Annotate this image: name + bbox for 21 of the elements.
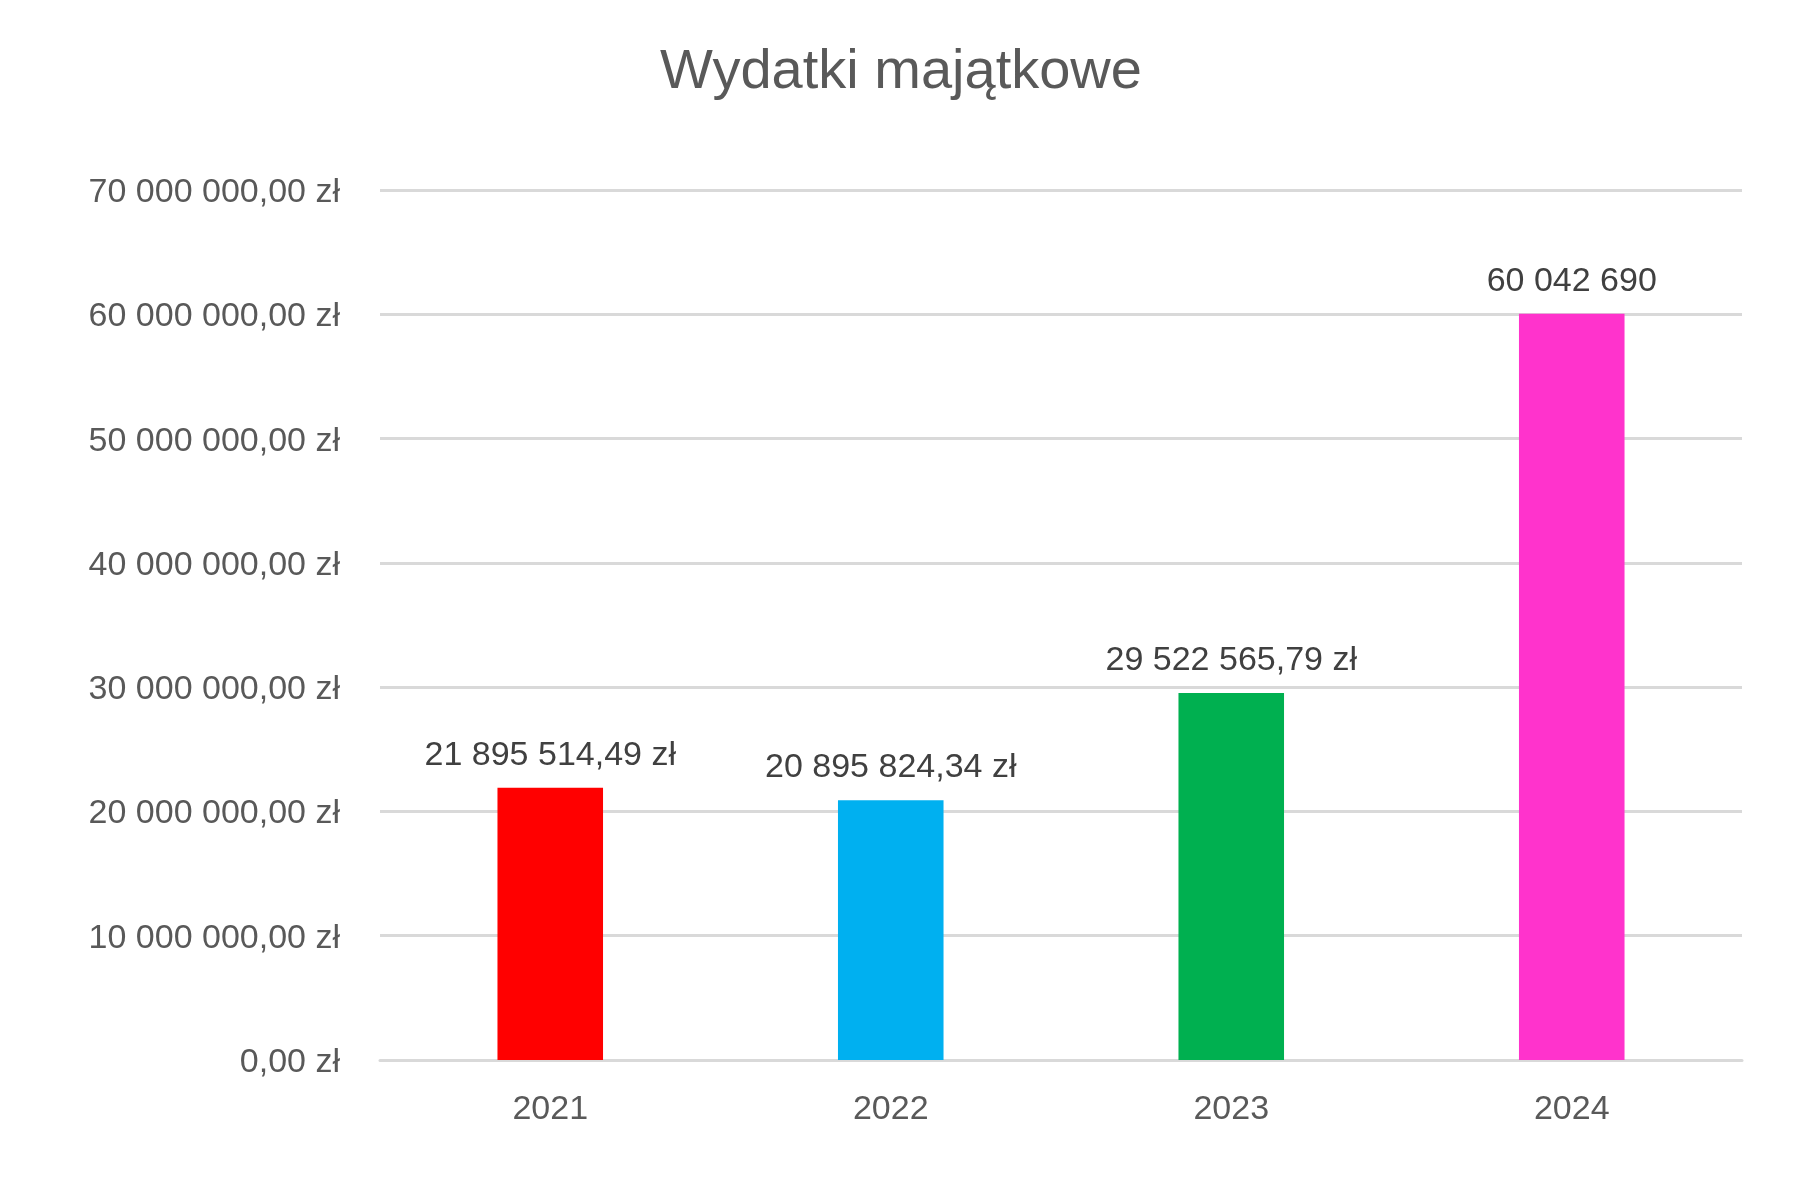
bar (1178, 693, 1285, 1060)
data-label: 20 895 824,34 zł (765, 746, 1017, 785)
bar (497, 787, 604, 1060)
bar (837, 800, 944, 1060)
y-tick-label: 10 000 000,00 zł (88, 916, 341, 955)
y-tick-label: 40 000 000,00 zł (88, 543, 341, 582)
chart-title: Wydatki majątkowe (660, 36, 1142, 100)
y-tick-label: 50 000 000,00 zł (88, 419, 341, 458)
data-label: 60 042 690 (1486, 259, 1657, 298)
x-tick-label: 2022 (852, 1088, 929, 1126)
x-tick-label: 2024 (1533, 1088, 1610, 1126)
y-tick-label: 60 000 000,00 zł (88, 295, 341, 334)
y-tick-label: 0,00 zł (239, 1041, 341, 1079)
x-tick-label: 2023 (1193, 1088, 1270, 1126)
y-tick-label: 20 000 000,00 zł (88, 792, 341, 831)
y-tick-label: 30 000 000,00 zł (88, 668, 341, 707)
bar (1518, 313, 1625, 1060)
y-tick-label: 70 000 000,00 zł (88, 171, 341, 209)
data-label: 21 895 514,49 zł (424, 733, 677, 772)
data-label: 29 522 565,79 zł (1105, 639, 1358, 678)
x-tick-label: 2021 (512, 1088, 589, 1126)
